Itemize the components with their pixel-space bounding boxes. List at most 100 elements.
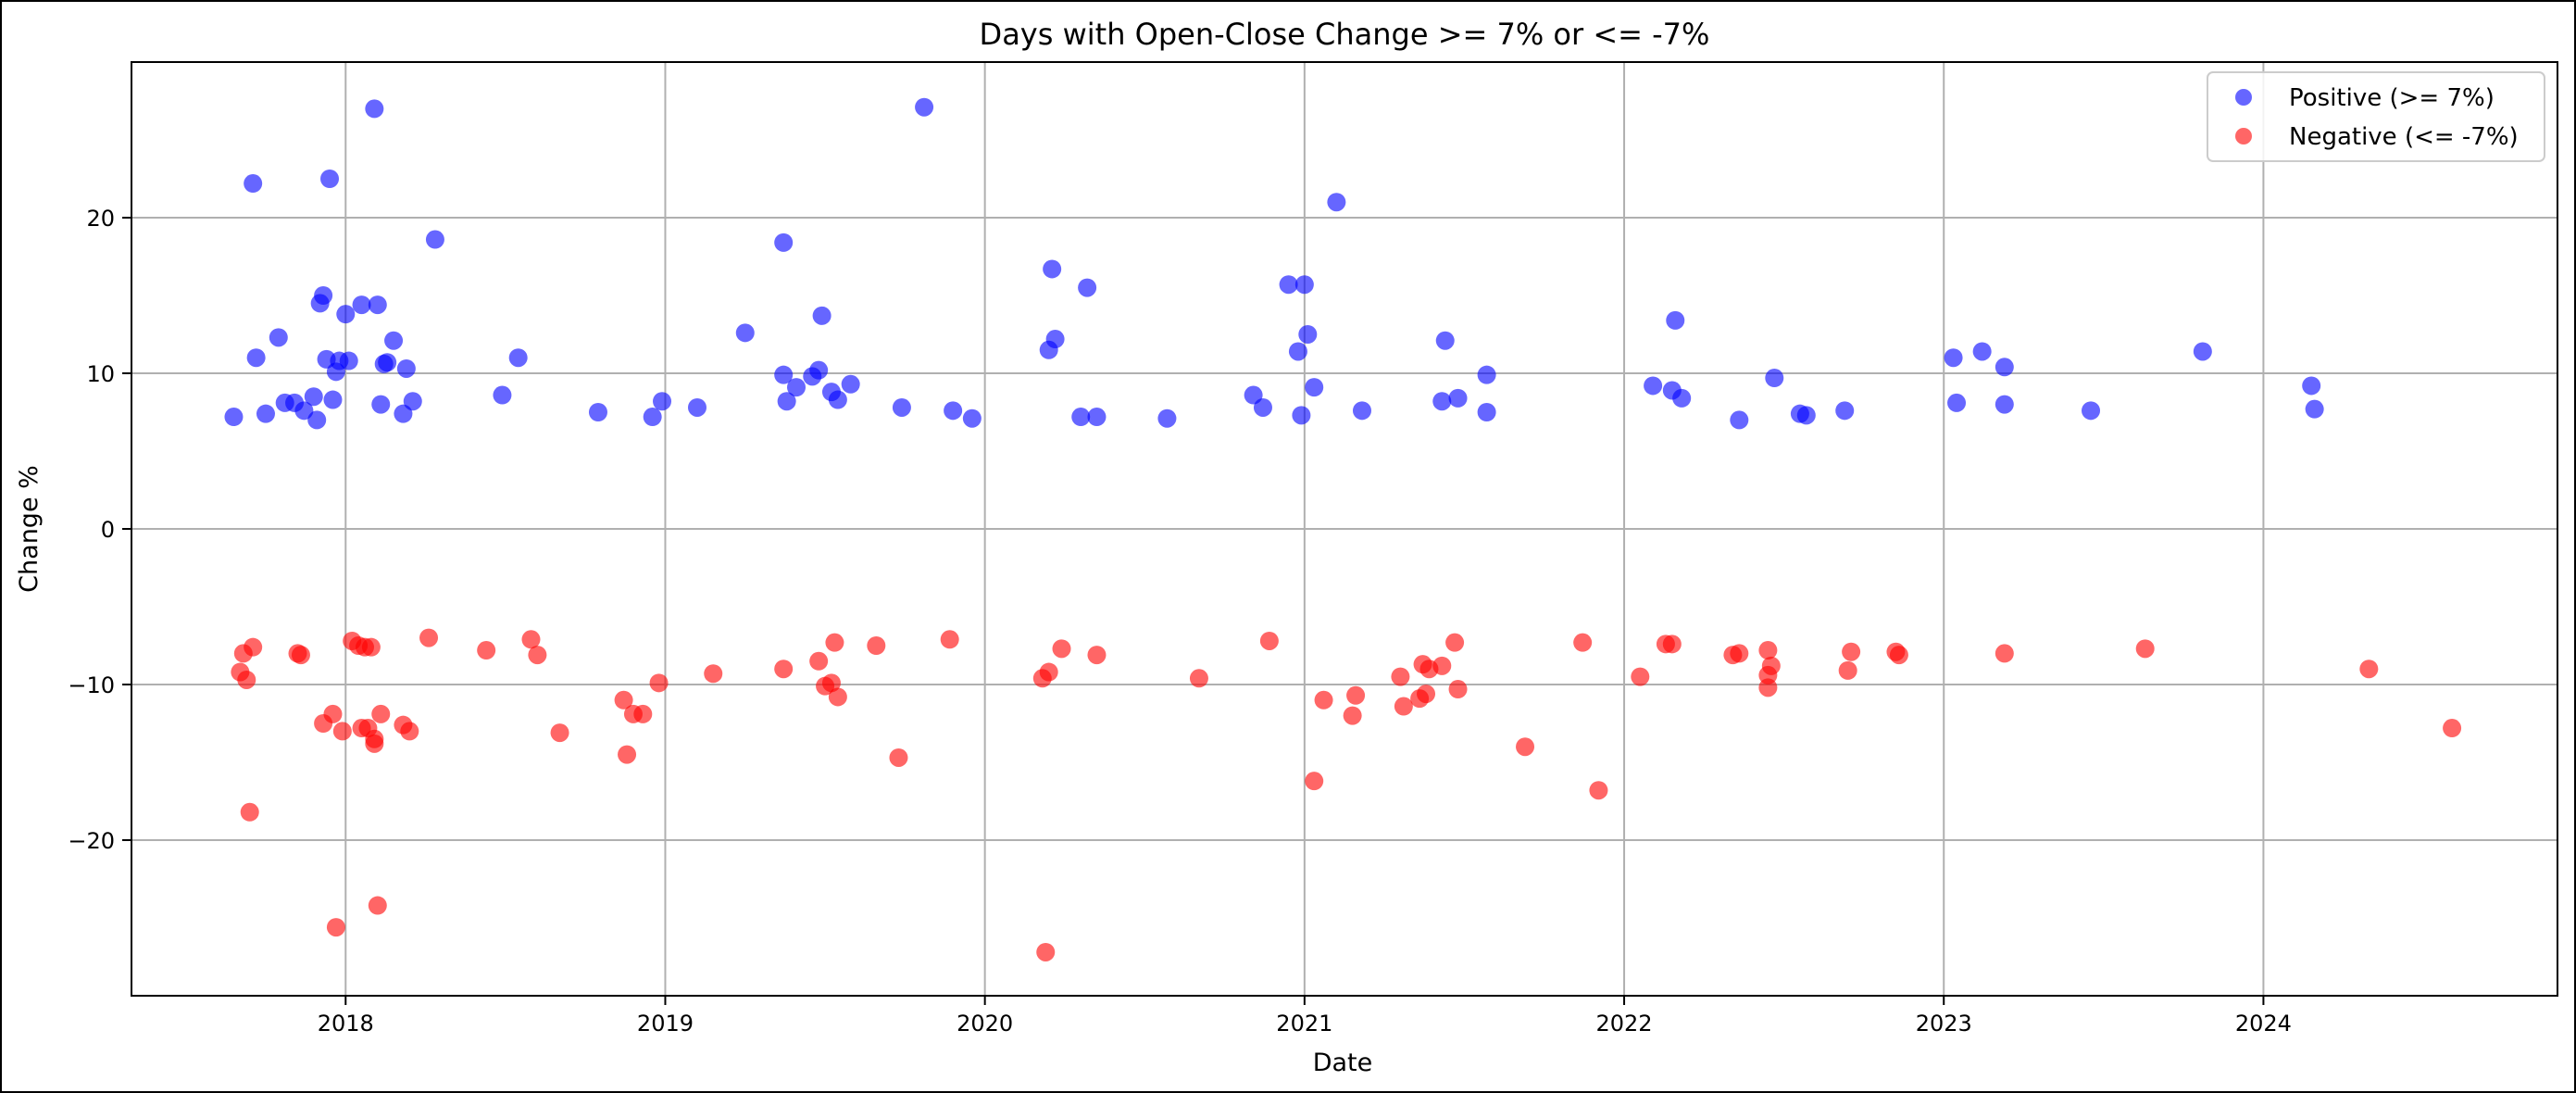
negative-point xyxy=(1052,639,1071,659)
y-axis-label: Change % xyxy=(15,465,44,593)
positive-point xyxy=(396,358,416,378)
positive-point xyxy=(1477,365,1496,384)
negative-point xyxy=(1889,646,1908,665)
negative-point xyxy=(821,673,841,693)
positive-point xyxy=(774,365,794,384)
positive-point xyxy=(1305,378,1324,397)
positive-point xyxy=(339,351,358,371)
positive-point xyxy=(1672,388,1692,408)
positive-point xyxy=(244,174,263,194)
positive-point xyxy=(1835,401,1855,421)
negative-point xyxy=(889,748,908,767)
positive-point xyxy=(1477,403,1496,421)
positive-point xyxy=(643,408,662,427)
positive-point xyxy=(256,404,275,423)
positive-point xyxy=(1327,193,1346,212)
negative-point xyxy=(291,646,310,665)
positive-point xyxy=(1765,369,1784,388)
x-tick-label: 2023 xyxy=(1916,1011,1972,1036)
negative-point xyxy=(809,651,829,671)
negative-point xyxy=(323,704,343,723)
negative-point xyxy=(1417,685,1436,704)
positive-point xyxy=(786,378,806,397)
negative-point xyxy=(633,704,653,723)
positive-point xyxy=(2305,399,2324,419)
negative-point xyxy=(1346,685,1366,705)
positive-point xyxy=(2193,342,2212,361)
x-tick-label: 2018 xyxy=(318,1011,374,1036)
negative-point xyxy=(244,637,263,657)
negative-point xyxy=(1995,644,2014,663)
positive-point xyxy=(809,360,829,380)
negative-point xyxy=(2443,719,2462,738)
positive-point xyxy=(1448,388,1468,408)
positive-point xyxy=(1045,330,1065,349)
negative-point xyxy=(774,660,794,679)
positive-point xyxy=(841,374,860,394)
positive-point xyxy=(1253,397,1272,417)
legend-label-negative: Negative (<= -7%) xyxy=(2289,123,2519,151)
positive-point xyxy=(1288,342,1307,361)
negative-point xyxy=(614,690,633,710)
negative-point xyxy=(940,630,959,649)
positive-point xyxy=(1972,342,1992,361)
x-tick-label: 2020 xyxy=(957,1011,1013,1036)
negative-point xyxy=(1259,631,1279,650)
y-tick-label: 20 xyxy=(86,206,115,232)
negative-point xyxy=(371,704,391,723)
positive-point xyxy=(915,97,934,117)
x-tick-label: 2021 xyxy=(1276,1011,1332,1036)
positive-point xyxy=(1644,376,1663,396)
positive-point xyxy=(2302,376,2321,396)
positive-point xyxy=(1730,410,1749,430)
positive-point xyxy=(365,99,384,119)
y-tick-label: −10 xyxy=(68,672,115,698)
negative-point xyxy=(867,636,886,655)
negative-point xyxy=(1758,641,1778,660)
negative-point xyxy=(361,637,381,657)
negative-point xyxy=(1305,772,1324,791)
negative-point xyxy=(649,673,669,693)
negative-point xyxy=(1662,634,1682,654)
positive-point xyxy=(304,387,323,407)
legend: Positive (>= 7%) Negative (<= -7%) xyxy=(2207,71,2545,162)
positive-point xyxy=(1043,259,1062,279)
positive-point xyxy=(1078,278,1097,297)
legend-box xyxy=(2207,71,2545,162)
negative-point xyxy=(521,630,541,649)
y-tick-label: −20 xyxy=(68,828,115,854)
legend-marker-negative xyxy=(2235,128,2252,144)
points-layer xyxy=(224,97,2462,961)
negative-point xyxy=(1589,781,1608,800)
positive-point xyxy=(588,403,607,421)
positive-point xyxy=(1292,406,1311,425)
negative-point xyxy=(1394,697,1413,716)
positive-point xyxy=(294,401,314,421)
positive-point xyxy=(687,397,707,417)
negative-point xyxy=(368,896,387,915)
positive-point xyxy=(320,170,340,188)
ticks-layer: 2018 2019 2020 2021 2022 2023 2024 −20 −10 0 10 20 xyxy=(68,206,2292,1036)
positive-point xyxy=(493,385,512,405)
negative-point xyxy=(1516,737,1535,757)
positive-point xyxy=(314,286,333,305)
negative-point xyxy=(1432,656,1452,675)
positive-point xyxy=(307,410,327,430)
positive-point xyxy=(378,353,397,372)
grid-layer xyxy=(131,62,2557,996)
negative-point xyxy=(1631,667,1650,686)
negative-point xyxy=(326,918,345,937)
positive-point xyxy=(1298,325,1318,344)
positive-point xyxy=(336,305,356,324)
negative-point xyxy=(1087,646,1107,665)
positive-point xyxy=(892,397,911,417)
negative-point xyxy=(704,664,723,684)
positive-point xyxy=(352,295,371,315)
positive-point xyxy=(384,331,404,350)
negative-point xyxy=(237,670,256,689)
positive-point xyxy=(425,230,444,249)
legend-marker-positive xyxy=(2235,89,2252,106)
